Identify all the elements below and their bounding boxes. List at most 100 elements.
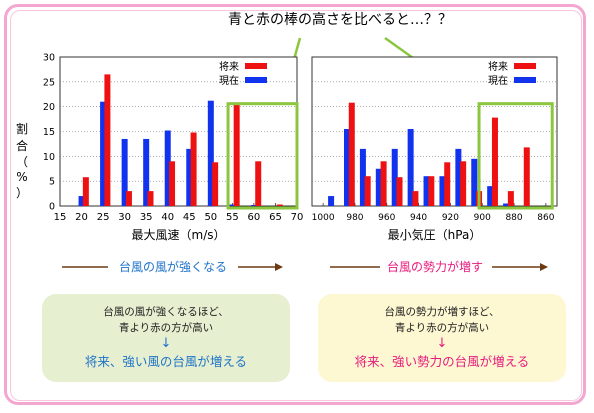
y-tick-label: 20 <box>43 102 55 113</box>
callout-text: 青と赤の棒の高さを比べると…？？ <box>228 11 452 28</box>
trend-left: 台風の風が強くなる <box>62 259 283 274</box>
summary-left-result: 将来、強い風の台風が増える <box>84 354 248 369</box>
x-tick-label: 40 <box>161 212 174 223</box>
x-tick-label: 70 <box>291 212 304 223</box>
bar-present <box>143 138 150 206</box>
x-tick-label: 880 <box>505 213 522 223</box>
pressure-chart: 1000 980 960 940 920 900 880 860 最小気圧（hPa） <box>311 56 558 242</box>
legend-present-label: 現在 <box>488 75 508 87</box>
y-tick-label: 25 <box>43 77 55 88</box>
summary-box-right: 台風の勢力が増すほど、 青より赤の方が高い ↓ 将来、強い勢力の台風が増える <box>318 294 566 382</box>
x-tick-label: 20 <box>75 212 88 223</box>
summary-left-arrow: ↓ <box>160 336 172 351</box>
trend-right-arrowhead <box>540 263 548 271</box>
bar-present <box>407 129 414 206</box>
y-tick-label: 15 <box>43 127 55 138</box>
bar-present <box>503 203 510 206</box>
bar-future <box>428 176 435 206</box>
legend-present-label: 現在 <box>219 75 239 87</box>
bar-present <box>78 196 85 206</box>
x-tick-label: 15 <box>54 212 67 223</box>
trend-left-text: 台風の風が強くなる <box>119 259 227 274</box>
bar-present <box>471 158 478 206</box>
x-tick-label: 60 <box>248 212 261 223</box>
bar-present <box>164 130 171 206</box>
bar-future <box>364 176 371 206</box>
legend-left: 将来 現在 <box>219 61 267 87</box>
bar-present <box>487 186 494 206</box>
bar-future <box>460 161 467 206</box>
bar-present <box>344 129 350 206</box>
bar-future <box>491 117 498 206</box>
x-tick-label: 55 <box>226 212 239 223</box>
bar-future <box>125 191 132 206</box>
bar-present <box>375 168 382 206</box>
bar-future <box>523 147 530 206</box>
legend-future-label: 将来 <box>219 61 239 73</box>
bar-present <box>229 204 236 206</box>
legend-present-swatch <box>514 77 536 83</box>
y-axis-title-char: 合 <box>16 138 28 153</box>
legend-future-swatch <box>245 63 267 69</box>
legend-future-label: 将来 <box>488 61 508 73</box>
trend-right-text: 台風の勢力が増す <box>387 259 483 274</box>
y-axis-title-char: 割 <box>16 121 28 136</box>
x-tick-label: 65 <box>269 212 282 223</box>
bar-present <box>423 176 430 206</box>
y-axis-title: 割 合 （ % ） <box>16 121 28 200</box>
bar-present <box>207 100 214 206</box>
x-tick-label: 1000 <box>312 213 335 223</box>
bar-present <box>455 148 462 206</box>
x-axis-title: 最小気圧（hPa） <box>388 227 482 242</box>
bar-present <box>250 205 257 206</box>
legend-right: 将来 現在 <box>488 61 536 87</box>
bar-present <box>186 148 193 206</box>
summary-left-line2: 青より赤の方が高い <box>118 322 214 334</box>
summary-box-left: 台風の風が強くなるほど、 青より赤の方が高い ↓ 将来、強い風の台風が増える <box>42 294 290 382</box>
bar-future <box>348 102 355 206</box>
bar-future <box>104 74 111 206</box>
bar-present <box>121 138 128 206</box>
bar-future <box>255 161 262 206</box>
x-tick-label: 960 <box>378 213 395 223</box>
summary-right-line2: 青より赤の方が高い <box>394 322 490 334</box>
summary-right-result: 将来、強い勢力の台風が増える <box>354 354 530 369</box>
y-axis-title-char: ） <box>16 186 28 200</box>
page-frame-inner <box>10 10 582 401</box>
bar-present <box>359 148 366 206</box>
bar-future <box>444 162 451 206</box>
bar-future <box>396 177 403 206</box>
y-tick-label: 0 <box>49 202 55 213</box>
x-tick-label: 920 <box>442 213 459 223</box>
x-axis-title: 最大風速（m/s） <box>132 228 226 242</box>
x-tick-label: 30 <box>118 212 131 223</box>
y-tick-label: 10 <box>43 152 55 163</box>
x-tick-label: 25 <box>97 212 110 223</box>
bar-present <box>439 176 446 206</box>
y-tick-label: 5 <box>49 177 55 188</box>
y-axis-title-char: （ <box>16 155 28 169</box>
bar-future <box>412 191 419 206</box>
legend-present-swatch <box>245 77 267 83</box>
bar-future <box>233 102 240 206</box>
x-tick-label: 50 <box>204 212 217 223</box>
bar-future <box>147 191 154 206</box>
y-axis-title-char: % <box>16 170 27 184</box>
y-tick-label: 30 <box>43 53 55 64</box>
summary-right-arrow: ↓ <box>436 336 448 351</box>
trend-right: 台風の勢力が増す <box>330 259 548 274</box>
bar-future <box>190 132 197 206</box>
bar-present <box>328 196 335 206</box>
bar-present <box>100 101 107 206</box>
x-tick-label: 980 <box>346 213 363 223</box>
summary-right-line1: 台風の勢力が増すほど、 <box>384 306 500 318</box>
x-tick-label: 860 <box>537 213 554 223</box>
bar-future <box>169 161 176 206</box>
bar-future <box>212 162 219 206</box>
bar-future <box>380 161 387 206</box>
x-tick-label: 35 <box>140 212 153 223</box>
bar-future <box>82 177 89 206</box>
legend-future-swatch <box>514 63 536 69</box>
x-tick-label: 45 <box>183 212 196 223</box>
